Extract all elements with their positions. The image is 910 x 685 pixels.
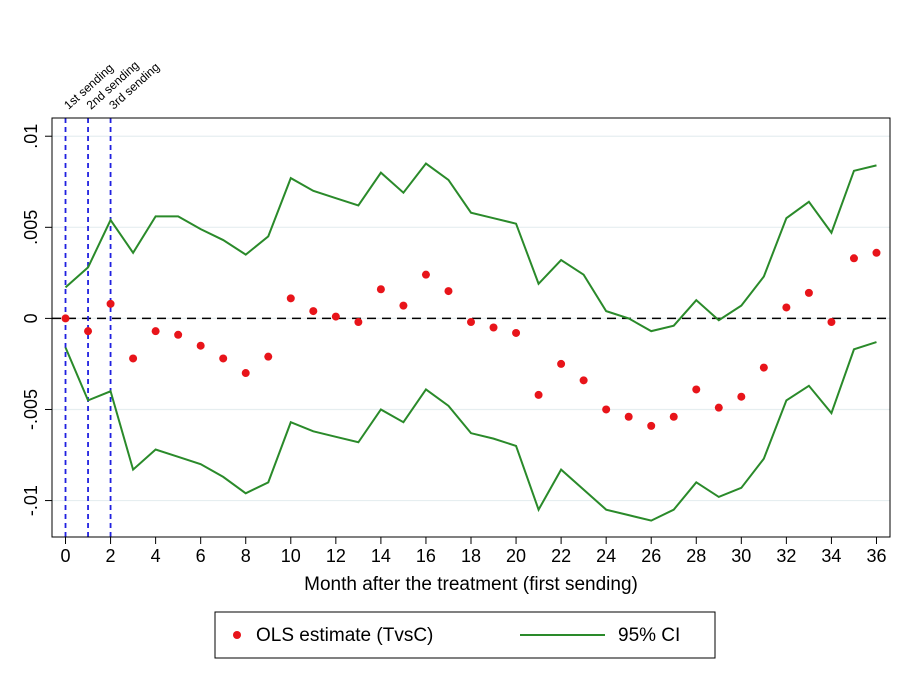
- point: [647, 421, 656, 430]
- x-tick-label: 6: [196, 546, 206, 566]
- x-tick-label: 24: [596, 546, 616, 566]
- point: [579, 376, 588, 385]
- point: [827, 318, 836, 327]
- point: [84, 327, 93, 336]
- point: [467, 318, 475, 327]
- x-tick-label: 26: [641, 546, 661, 566]
- point: [534, 390, 543, 399]
- x-tick-label: 28: [686, 546, 706, 566]
- point: [196, 341, 205, 350]
- point: [557, 359, 566, 368]
- x-tick-label: 0: [61, 546, 71, 566]
- legend-label: 95% CI: [618, 625, 680, 646]
- ci-line: [64, 341, 877, 522]
- point: [782, 303, 791, 312]
- x-tick-label: 34: [821, 546, 841, 566]
- y-tick-label: .01: [21, 124, 41, 149]
- x-tick-label: 30: [731, 546, 751, 566]
- x-tick-label: 32: [776, 546, 796, 566]
- point: [61, 314, 70, 323]
- point: [286, 294, 295, 303]
- point: [737, 392, 746, 401]
- point: [309, 307, 318, 316]
- x-tick-label: 8: [241, 546, 251, 566]
- point: [376, 285, 385, 294]
- point: [264, 352, 273, 361]
- point: [692, 385, 701, 394]
- legend-marker: [233, 631, 241, 639]
- y-tick-label: -.01: [21, 485, 41, 516]
- y-tick-label: -.005: [21, 389, 41, 430]
- x-tick-label: 20: [506, 546, 526, 566]
- x-axis-label: Month after the treatment (first sending…: [304, 574, 638, 595]
- point: [219, 354, 228, 363]
- ci-line: [64, 162, 877, 333]
- point: [106, 299, 115, 308]
- legend-box: [214, 611, 716, 659]
- x-tick-label: 16: [416, 546, 436, 566]
- point: [624, 412, 633, 421]
- point: [512, 328, 521, 337]
- x-tick-label: 10: [281, 546, 301, 566]
- point: [804, 288, 813, 297]
- plot-frame: [51, 117, 891, 538]
- y-tick-label: 0: [21, 313, 41, 323]
- point: [849, 254, 858, 263]
- x-tick-label: 12: [326, 546, 346, 566]
- point: [489, 323, 498, 332]
- point: [241, 369, 250, 378]
- point: [331, 312, 340, 321]
- x-tick-label: 18: [461, 546, 481, 566]
- x-tick-label: 36: [866, 546, 886, 566]
- point: [174, 330, 183, 339]
- x-tick-label: 22: [551, 546, 571, 566]
- legend-label: OLS estimate (TvsC): [256, 625, 433, 646]
- point: [151, 327, 160, 336]
- x-tick-label: 14: [371, 546, 391, 566]
- point: [714, 403, 723, 412]
- point: [759, 363, 768, 372]
- point: [872, 248, 881, 257]
- point: [354, 318, 363, 327]
- y-tick-label: .005: [21, 210, 41, 245]
- point: [129, 354, 138, 363]
- point: [669, 412, 678, 421]
- point: [399, 301, 408, 310]
- point: [602, 405, 611, 414]
- x-tick-label: 4: [151, 546, 161, 566]
- point: [444, 287, 453, 296]
- x-tick-label: 2: [106, 546, 116, 566]
- point: [421, 270, 430, 279]
